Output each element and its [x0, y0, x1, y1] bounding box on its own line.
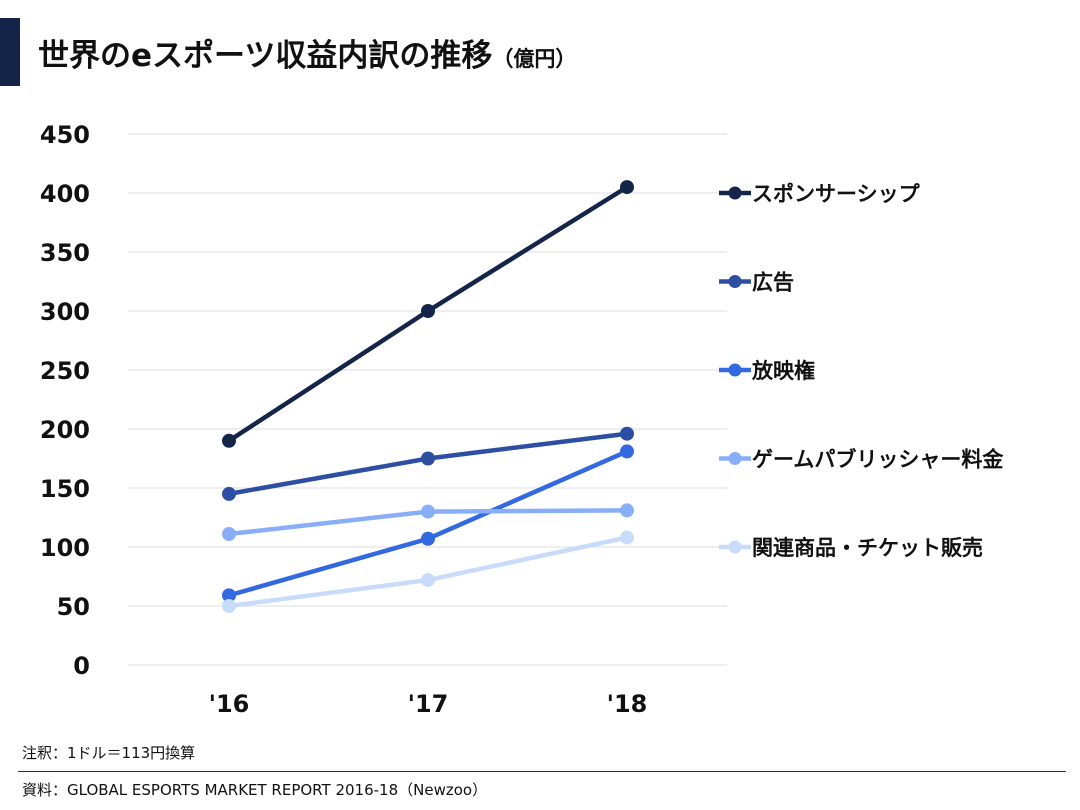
divider	[18, 771, 1066, 772]
chart-title: 世界のeスポーツ収益内訳の推移（億円）	[38, 30, 576, 75]
data-point	[222, 599, 236, 613]
data-point	[620, 503, 634, 518]
y-tick-label: 100	[40, 534, 90, 562]
x-tick-label: '16	[209, 690, 250, 718]
title-unit: （億円）	[492, 47, 577, 71]
data-point	[421, 504, 435, 519]
data-point	[222, 486, 236, 501]
data-point	[421, 304, 435, 318]
data-point	[421, 531, 435, 546]
title-text: 世界のeスポーツ収益内訳の推移	[38, 38, 493, 74]
y-tick-label: 450	[40, 121, 90, 149]
legend-label: ゲームパブリッシャー料金	[752, 448, 1004, 472]
line-chart: 0 50 100 150 200 250 300 350 400 450 '16 '17 '18 スポンサ…	[40, 121, 1004, 718]
series-line	[228, 535, 628, 609]
y-tick-label: 400	[40, 180, 90, 208]
y-tick-label: 250	[40, 357, 90, 385]
data-point	[421, 573, 435, 588]
legend-marker	[728, 186, 742, 200]
title-accent-bar	[0, 18, 20, 86]
legend-marker	[728, 275, 742, 288]
data-point	[222, 588, 236, 603]
legend-label: 広告	[752, 271, 794, 295]
x-tick-label: '17	[408, 690, 449, 718]
source-note: 資料：GLOBAL ESPORTS MARKET REPORT 2016-18（…	[22, 781, 488, 799]
data-point	[222, 433, 236, 448]
y-tick-label: 350	[40, 239, 90, 267]
data-point	[620, 180, 634, 195]
data-point	[421, 451, 435, 466]
data-point	[620, 444, 634, 459]
footnote: 注釈：1ドル＝113円換算	[22, 744, 196, 762]
y-tick-label: 300	[40, 298, 90, 326]
legend-label: 放映権	[751, 359, 815, 383]
data-point	[620, 426, 634, 441]
legend-label: 関連商品・チケット販売	[752, 536, 983, 560]
legend-label: スポンサーシップ	[752, 182, 921, 206]
y-tick-label: 50	[57, 593, 90, 621]
legend-marker	[728, 452, 742, 465]
y-tick-label: 0	[73, 652, 90, 680]
legend-marker	[728, 540, 742, 554]
x-tick-label: '18	[607, 690, 648, 718]
data-point	[620, 530, 634, 545]
data-point	[222, 527, 236, 542]
y-tick-label: 200	[40, 416, 90, 444]
y-tick-label: 150	[40, 475, 90, 503]
legend-marker	[728, 363, 742, 377]
